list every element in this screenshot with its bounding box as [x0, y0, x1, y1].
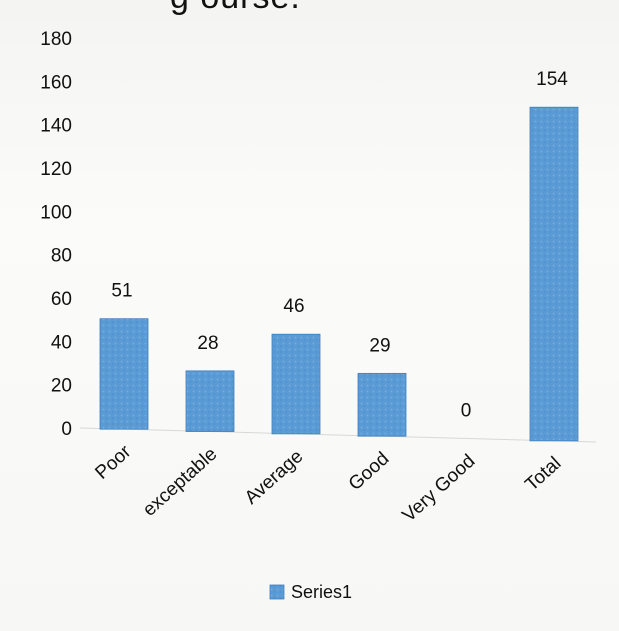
- bar-good: [357, 372, 407, 437]
- data-label: 29: [369, 335, 390, 356]
- y-tick-label: 80: [51, 246, 72, 267]
- bar-poor: [99, 318, 149, 430]
- bar-exceptable: [185, 370, 235, 432]
- y-tick-label: 180: [40, 29, 72, 50]
- y-tick-label: 120: [40, 159, 72, 180]
- data-labels: 51 28 46 29 0 154: [111, 69, 568, 421]
- bar-total: [529, 106, 579, 442]
- category-label: exceptable: [139, 444, 221, 521]
- y-tick-label: 160: [40, 72, 72, 93]
- x-axis-line: [79, 427, 597, 443]
- bars: [99, 106, 579, 442]
- data-label: 46: [283, 296, 304, 317]
- y-tick-label: 0: [61, 419, 72, 440]
- legend-swatch-series1: [269, 584, 285, 600]
- y-tick-label: 40: [51, 332, 72, 353]
- category-label: Very Good: [399, 451, 480, 527]
- category-label: Poor: [91, 441, 135, 484]
- category-label: Average: [241, 446, 307, 509]
- data-label: 154: [536, 69, 568, 90]
- category-label: Total: [521, 453, 565, 495]
- y-tick-label: 60: [51, 289, 72, 310]
- data-label: 28: [197, 333, 218, 354]
- data-label: 0: [461, 401, 472, 422]
- chart-title-partial: g ourse.: [170, 0, 301, 17]
- x-axis-baseline: [79, 427, 597, 443]
- y-axis: 0 20 40 60 80 100 120 140 160 180: [40, 29, 72, 440]
- data-label: 51: [111, 281, 132, 302]
- category-label: Good: [345, 448, 394, 495]
- legend-label-series1: Series1: [291, 582, 352, 602]
- y-tick-label: 20: [51, 376, 72, 397]
- y-tick-label: 140: [40, 116, 72, 137]
- bar-average: [271, 333, 321, 435]
- y-tick-label: 100: [40, 202, 72, 223]
- category-labels: Poor exceptable Average Good Very Good Total: [91, 441, 565, 526]
- legend: Series1: [269, 582, 352, 602]
